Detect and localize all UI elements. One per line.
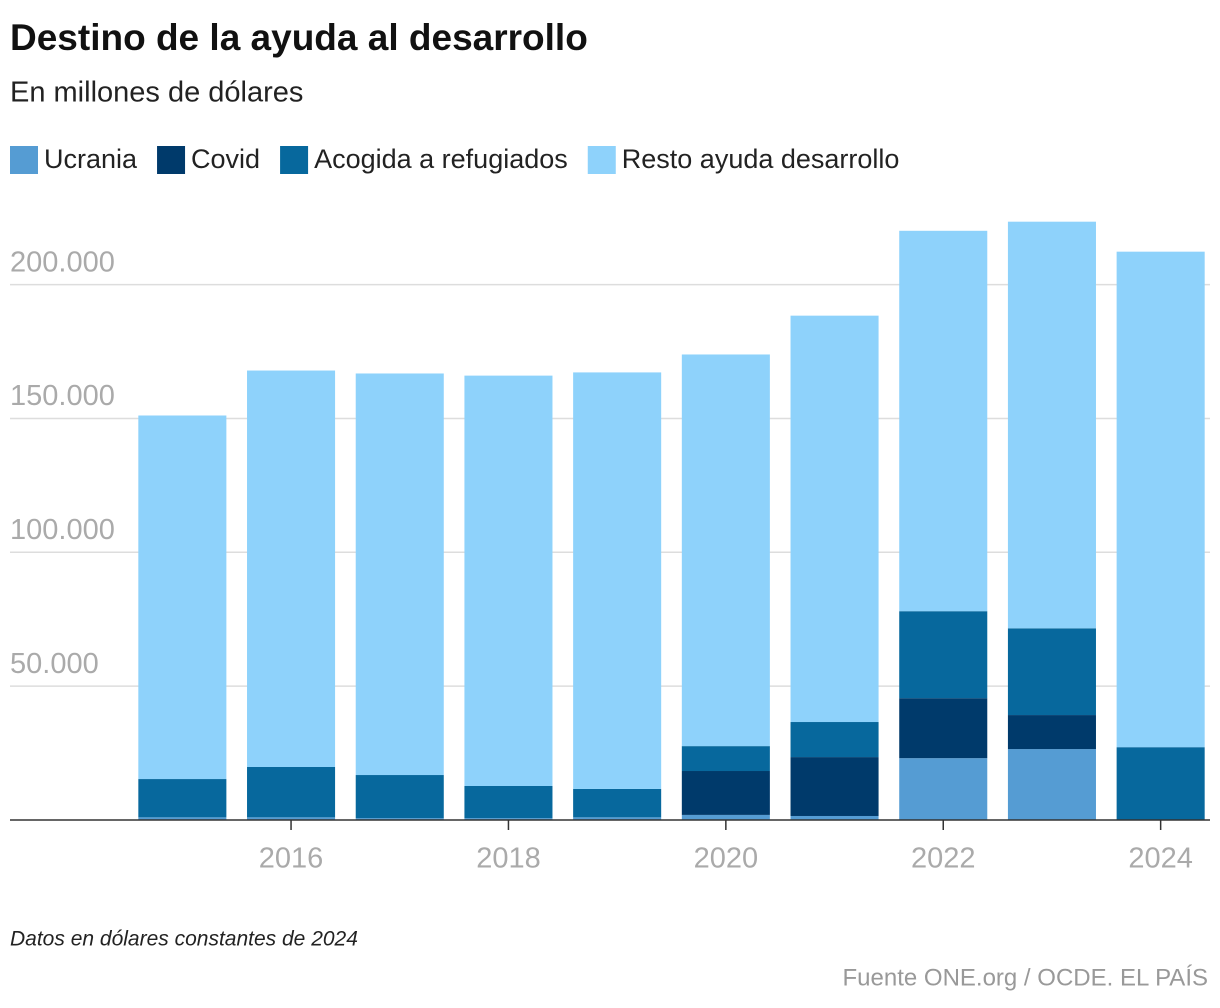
- chart-title: Destino de la ayuda al desarrollo: [10, 17, 588, 58]
- bar-segment: [573, 788, 662, 818]
- bar-segment: [464, 786, 553, 819]
- bar-segment: [573, 372, 662, 789]
- legend-swatch: [587, 146, 616, 174]
- x-tick-label: 2016: [259, 843, 324, 875]
- x-tick-label: 2018: [476, 843, 541, 875]
- y-tick-label: 150.000: [10, 380, 115, 412]
- y-tick-label: 50.000: [10, 648, 99, 680]
- bar-segment: [1116, 747, 1205, 820]
- bar-segment: [1116, 251, 1205, 748]
- legend-label: Resto ayuda desarrollo: [622, 144, 900, 174]
- bar-segment: [247, 766, 336, 818]
- bar-segment: [899, 698, 988, 759]
- bar-segment: [355, 373, 444, 776]
- bar-segment: [681, 354, 770, 747]
- bar-segment: [138, 415, 227, 780]
- bar-segment: [138, 817, 227, 820]
- y-tick-label: 200.000: [10, 246, 115, 278]
- bar-segment: [681, 771, 770, 815]
- bar-segment: [790, 722, 879, 758]
- bar-segment: [464, 375, 553, 787]
- bar-segment: [790, 315, 879, 723]
- bar-segment: [247, 370, 336, 767]
- bar-segment: [138, 779, 227, 818]
- bar-segment: [899, 758, 988, 820]
- legend-swatch: [10, 146, 38, 174]
- bar-segment: [681, 746, 770, 772]
- y-tick-label: 100.000: [10, 514, 115, 546]
- x-tick-label: 2022: [911, 843, 976, 875]
- bar-segment: [573, 817, 662, 820]
- legend-swatch: [280, 146, 309, 174]
- x-tick-label: 2024: [1128, 843, 1193, 875]
- bar-segment: [1007, 628, 1096, 716]
- bar-segment: [790, 815, 879, 820]
- bar-segment: [1007, 749, 1096, 820]
- bar-segment: [899, 611, 988, 699]
- legend-label: Acogida a refugiados: [314, 144, 568, 174]
- bar-segment: [247, 817, 336, 820]
- bar-segment: [899, 230, 988, 612]
- legend-label: Covid: [191, 144, 260, 174]
- bar-segment: [681, 814, 770, 820]
- bar-segment: [464, 818, 553, 820]
- note: Datos en dólares constantes de 2024: [10, 928, 358, 951]
- bar-segment: [1007, 221, 1096, 629]
- bar-segment: [355, 775, 444, 819]
- legend-label: Ucrania: [44, 144, 138, 174]
- x-tick-label: 2020: [694, 843, 759, 875]
- source: Fuente ONE.org / OCDE. EL PAÍS: [843, 964, 1208, 991]
- bar-segment: [355, 818, 444, 820]
- legend-swatch: [157, 146, 186, 174]
- bar-segment: [790, 757, 879, 816]
- bar-segment: [1007, 715, 1096, 750]
- chart-subtitle: En millones de dólares: [10, 77, 303, 109]
